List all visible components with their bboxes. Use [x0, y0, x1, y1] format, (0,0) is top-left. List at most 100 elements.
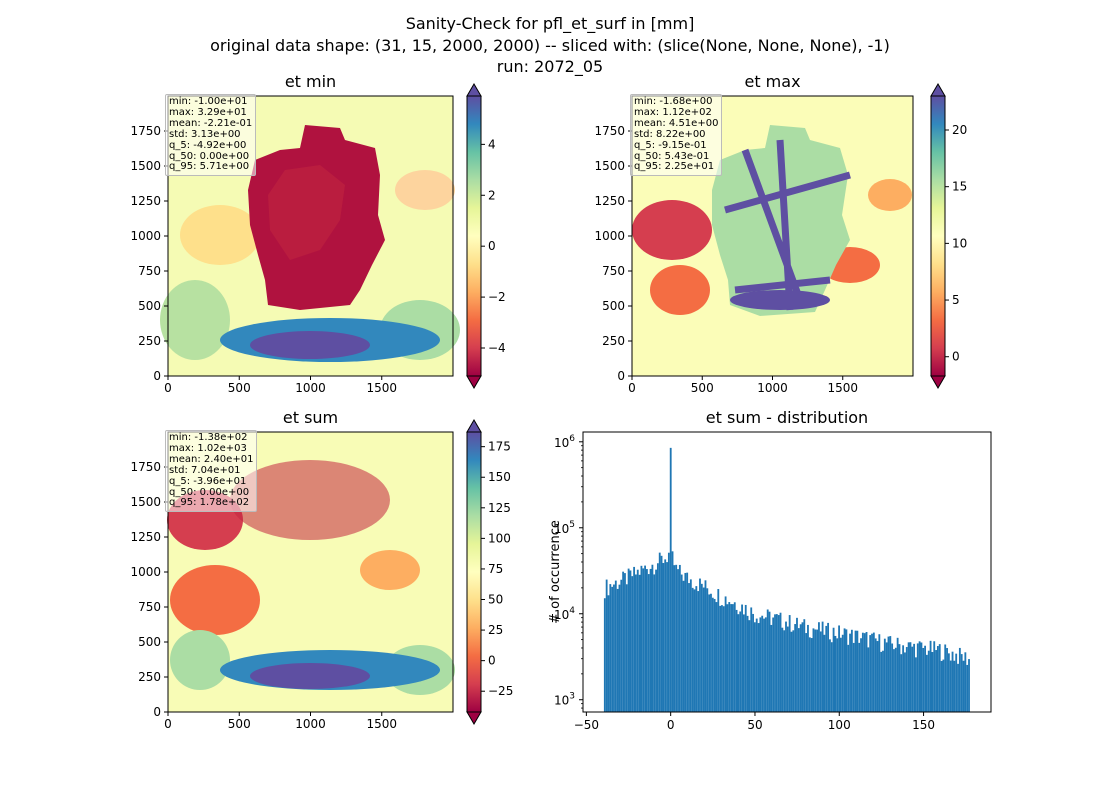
y-tick-label: 750	[138, 264, 161, 278]
histogram-bar	[605, 579, 608, 712]
colorbar-et-max: 0 5 10 15 20	[930, 83, 967, 389]
histogram-bar	[801, 622, 804, 712]
heatmap-et-max-axes: 0 500 1000 1500 0 250 500 750 1000 1250 1500 1750	[594, 124, 858, 395]
histogram-bar	[689, 579, 692, 712]
histogram-bar	[887, 636, 890, 712]
histogram-bar	[636, 569, 639, 712]
histogram-bar	[737, 614, 740, 712]
histogram-bar	[664, 559, 667, 712]
histogram-bar	[966, 664, 969, 712]
histogram-bar	[625, 584, 628, 712]
x-tick-label: 0	[667, 718, 675, 732]
histogram-bar	[613, 584, 615, 712]
terrain-patch	[360, 550, 420, 590]
histogram-bar	[764, 617, 767, 712]
histogram-bar	[876, 641, 879, 712]
histogram-bar	[603, 598, 606, 712]
colorbar-et-min: −4 −2 0 2 4	[466, 83, 506, 389]
y-tick-label: 500	[138, 299, 161, 313]
histogram-bar	[788, 615, 791, 712]
histogram-bar	[653, 574, 656, 712]
terrain-patch	[230, 460, 390, 540]
stat-line: q_50: 0.00e+00	[169, 150, 250, 162]
x-tick-label: 1500	[366, 381, 397, 395]
histogram-bar	[968, 659, 970, 712]
histogram-bar	[728, 602, 731, 712]
colorbar-tick-label: 175	[488, 440, 511, 454]
colorbar-tick-label: 125	[488, 501, 511, 515]
stat-line: q_5: -3.96e+01	[169, 475, 247, 487]
histogram-bar	[673, 565, 676, 712]
heatmap-et-min-axes: 0 500 1000 1500 0 250 500 750 1000 1250 1500 1750	[130, 124, 397, 395]
histogram-bar	[907, 642, 910, 712]
histogram-bar	[614, 580, 617, 712]
colorbar-tick-label: 2	[488, 188, 496, 202]
histogram-bar	[763, 618, 765, 712]
histogram-bar	[803, 619, 806, 712]
histogram-bar	[695, 586, 698, 712]
histogram-bar	[742, 614, 745, 712]
heatmap-et-min: 0 500 1000 1500 0 250 500 750 1000 1250 1500 1750 −…	[130, 83, 506, 395]
terrain-patch	[160, 280, 230, 360]
histogram-bar	[635, 574, 637, 712]
histogram-bar	[717, 589, 720, 712]
histogram-bar	[830, 642, 833, 712]
histogram-bar	[704, 580, 707, 712]
y-tick-label: 106	[554, 434, 575, 450]
histogram-bar	[629, 570, 632, 712]
figure-title-line-3: run: 2072_05	[496, 57, 604, 76]
histogram-bar	[783, 630, 786, 712]
colorbar-tick-label: 20	[952, 123, 967, 137]
histogram-bar	[836, 638, 839, 712]
histogram-bar	[666, 562, 668, 712]
histogram-bar	[902, 645, 905, 712]
histogram-bar	[898, 644, 901, 712]
x-tick-label: 500	[228, 381, 251, 395]
y-tick-label: 500	[138, 635, 161, 649]
y-tick-label: 104	[554, 606, 575, 622]
y-tick-label: 250	[138, 334, 161, 348]
colorbar-tick-label: 0	[488, 654, 496, 668]
histogram-bar	[755, 618, 758, 712]
histogram-bar	[818, 622, 820, 712]
histogram-bar	[812, 628, 815, 712]
stats-box-et-sum: min: -1.38e+02 max: 1.02e+03 mean: 2.40e…	[165, 430, 258, 513]
histogram-bar	[829, 639, 831, 712]
colorbar-extend-min	[466, 711, 482, 725]
y-tick-label: 1750	[130, 460, 161, 474]
histogram-bar	[693, 589, 696, 712]
histogram-bar	[721, 605, 723, 712]
histogram-bar	[774, 614, 776, 712]
histogram-bar	[936, 646, 939, 712]
histogram-bar	[957, 663, 959, 712]
histogram-bar	[929, 640, 932, 712]
histogram-bar	[797, 628, 800, 712]
stats-box-et-max: min: -1.68e+00 max: 1.12e+02 mean: 4.51e…	[630, 94, 723, 177]
panel-title-et-max: et max	[744, 72, 801, 91]
stat-line: min: -1.38e+02	[169, 432, 248, 443]
histogram-bar	[684, 572, 687, 712]
stat-line: std: 7.04e+01	[169, 464, 241, 476]
histogram-bar	[710, 593, 712, 712]
histogram-bar	[677, 569, 679, 712]
histogram-bar	[883, 638, 886, 712]
river-valley-bands	[724, 139, 851, 311]
histogram-bar	[796, 617, 798, 712]
terrain-patch	[650, 265, 710, 315]
germany-region	[712, 125, 850, 316]
histogram-bar	[807, 624, 809, 712]
colorbar-extend-max	[466, 83, 482, 97]
histogram-bar	[786, 626, 789, 712]
histogram-bar	[905, 647, 908, 712]
x-tick-label: 1000	[295, 717, 326, 731]
histogram-bar	[660, 555, 663, 712]
heatmap-et-sum-axes: 0 500 1000 1500 0 250 500 750 1000 1250 1500 1750	[130, 460, 397, 731]
y-tick-label: 1000	[594, 229, 625, 243]
histogram-bar	[777, 615, 780, 712]
histogram-bar	[962, 660, 965, 712]
colorbar-tick-label: 100	[488, 531, 511, 545]
y-tick-label: 0	[617, 369, 625, 383]
stat-line: std: 3.13e+00	[169, 128, 241, 140]
colorbar-extend-max	[466, 419, 482, 433]
stat-line: min: -1.68e+00	[634, 96, 713, 107]
